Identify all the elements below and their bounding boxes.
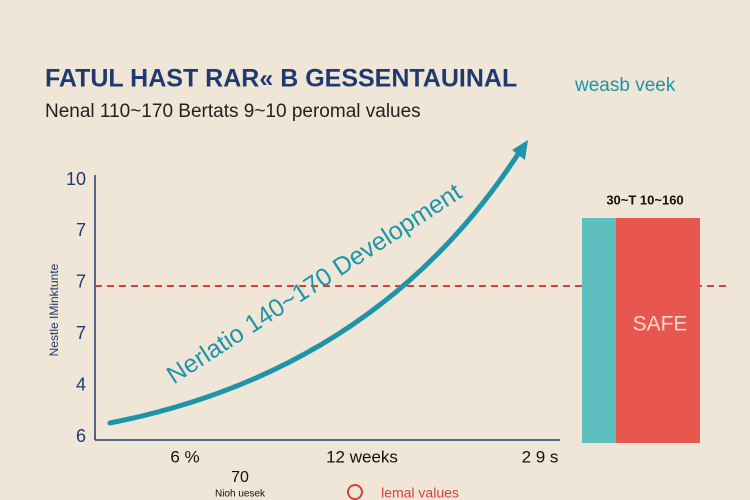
bar-left [582, 218, 616, 443]
bar-label: 30~T 10~160 [606, 192, 683, 207]
x-labels: 6 % 12 weeks 2 9 s [170, 447, 558, 466]
footer-value: 70 [231, 469, 249, 486]
bar-right [616, 218, 700, 443]
footer-legend: lemal values [381, 485, 459, 500]
bar-text: SAFE [633, 313, 688, 336]
y-label: 7 [76, 323, 86, 343]
y-axis-label: Nestle IMinktunte [47, 263, 61, 356]
y-label: 10 [66, 169, 86, 189]
curve-label: Nerlatio 140~170 Development [162, 178, 467, 390]
chart-subtitle: Nenal 110~170 Bertats 9~10 peromal value… [45, 101, 421, 122]
chart-title: FATUL HAST RAR« B GESSENTAUINAL [45, 65, 517, 93]
trend-arrowhead [512, 140, 528, 160]
trend-curve [107, 145, 525, 426]
footer-icon [347, 484, 363, 500]
y-label: 6 [76, 426, 86, 446]
x-label: 2 9 s [522, 447, 559, 466]
y-label: 7 [76, 272, 86, 292]
legend-text: weasb veek [574, 75, 676, 96]
x-label: 12 weeks [326, 447, 398, 466]
y-labels: 10 7 7 7 4 6 [66, 169, 86, 446]
y-label: 4 [76, 374, 86, 394]
x-label: 6 % [170, 447, 199, 466]
y-label: 7 [76, 220, 86, 240]
footer-caption: Nioh uesek [215, 489, 266, 500]
